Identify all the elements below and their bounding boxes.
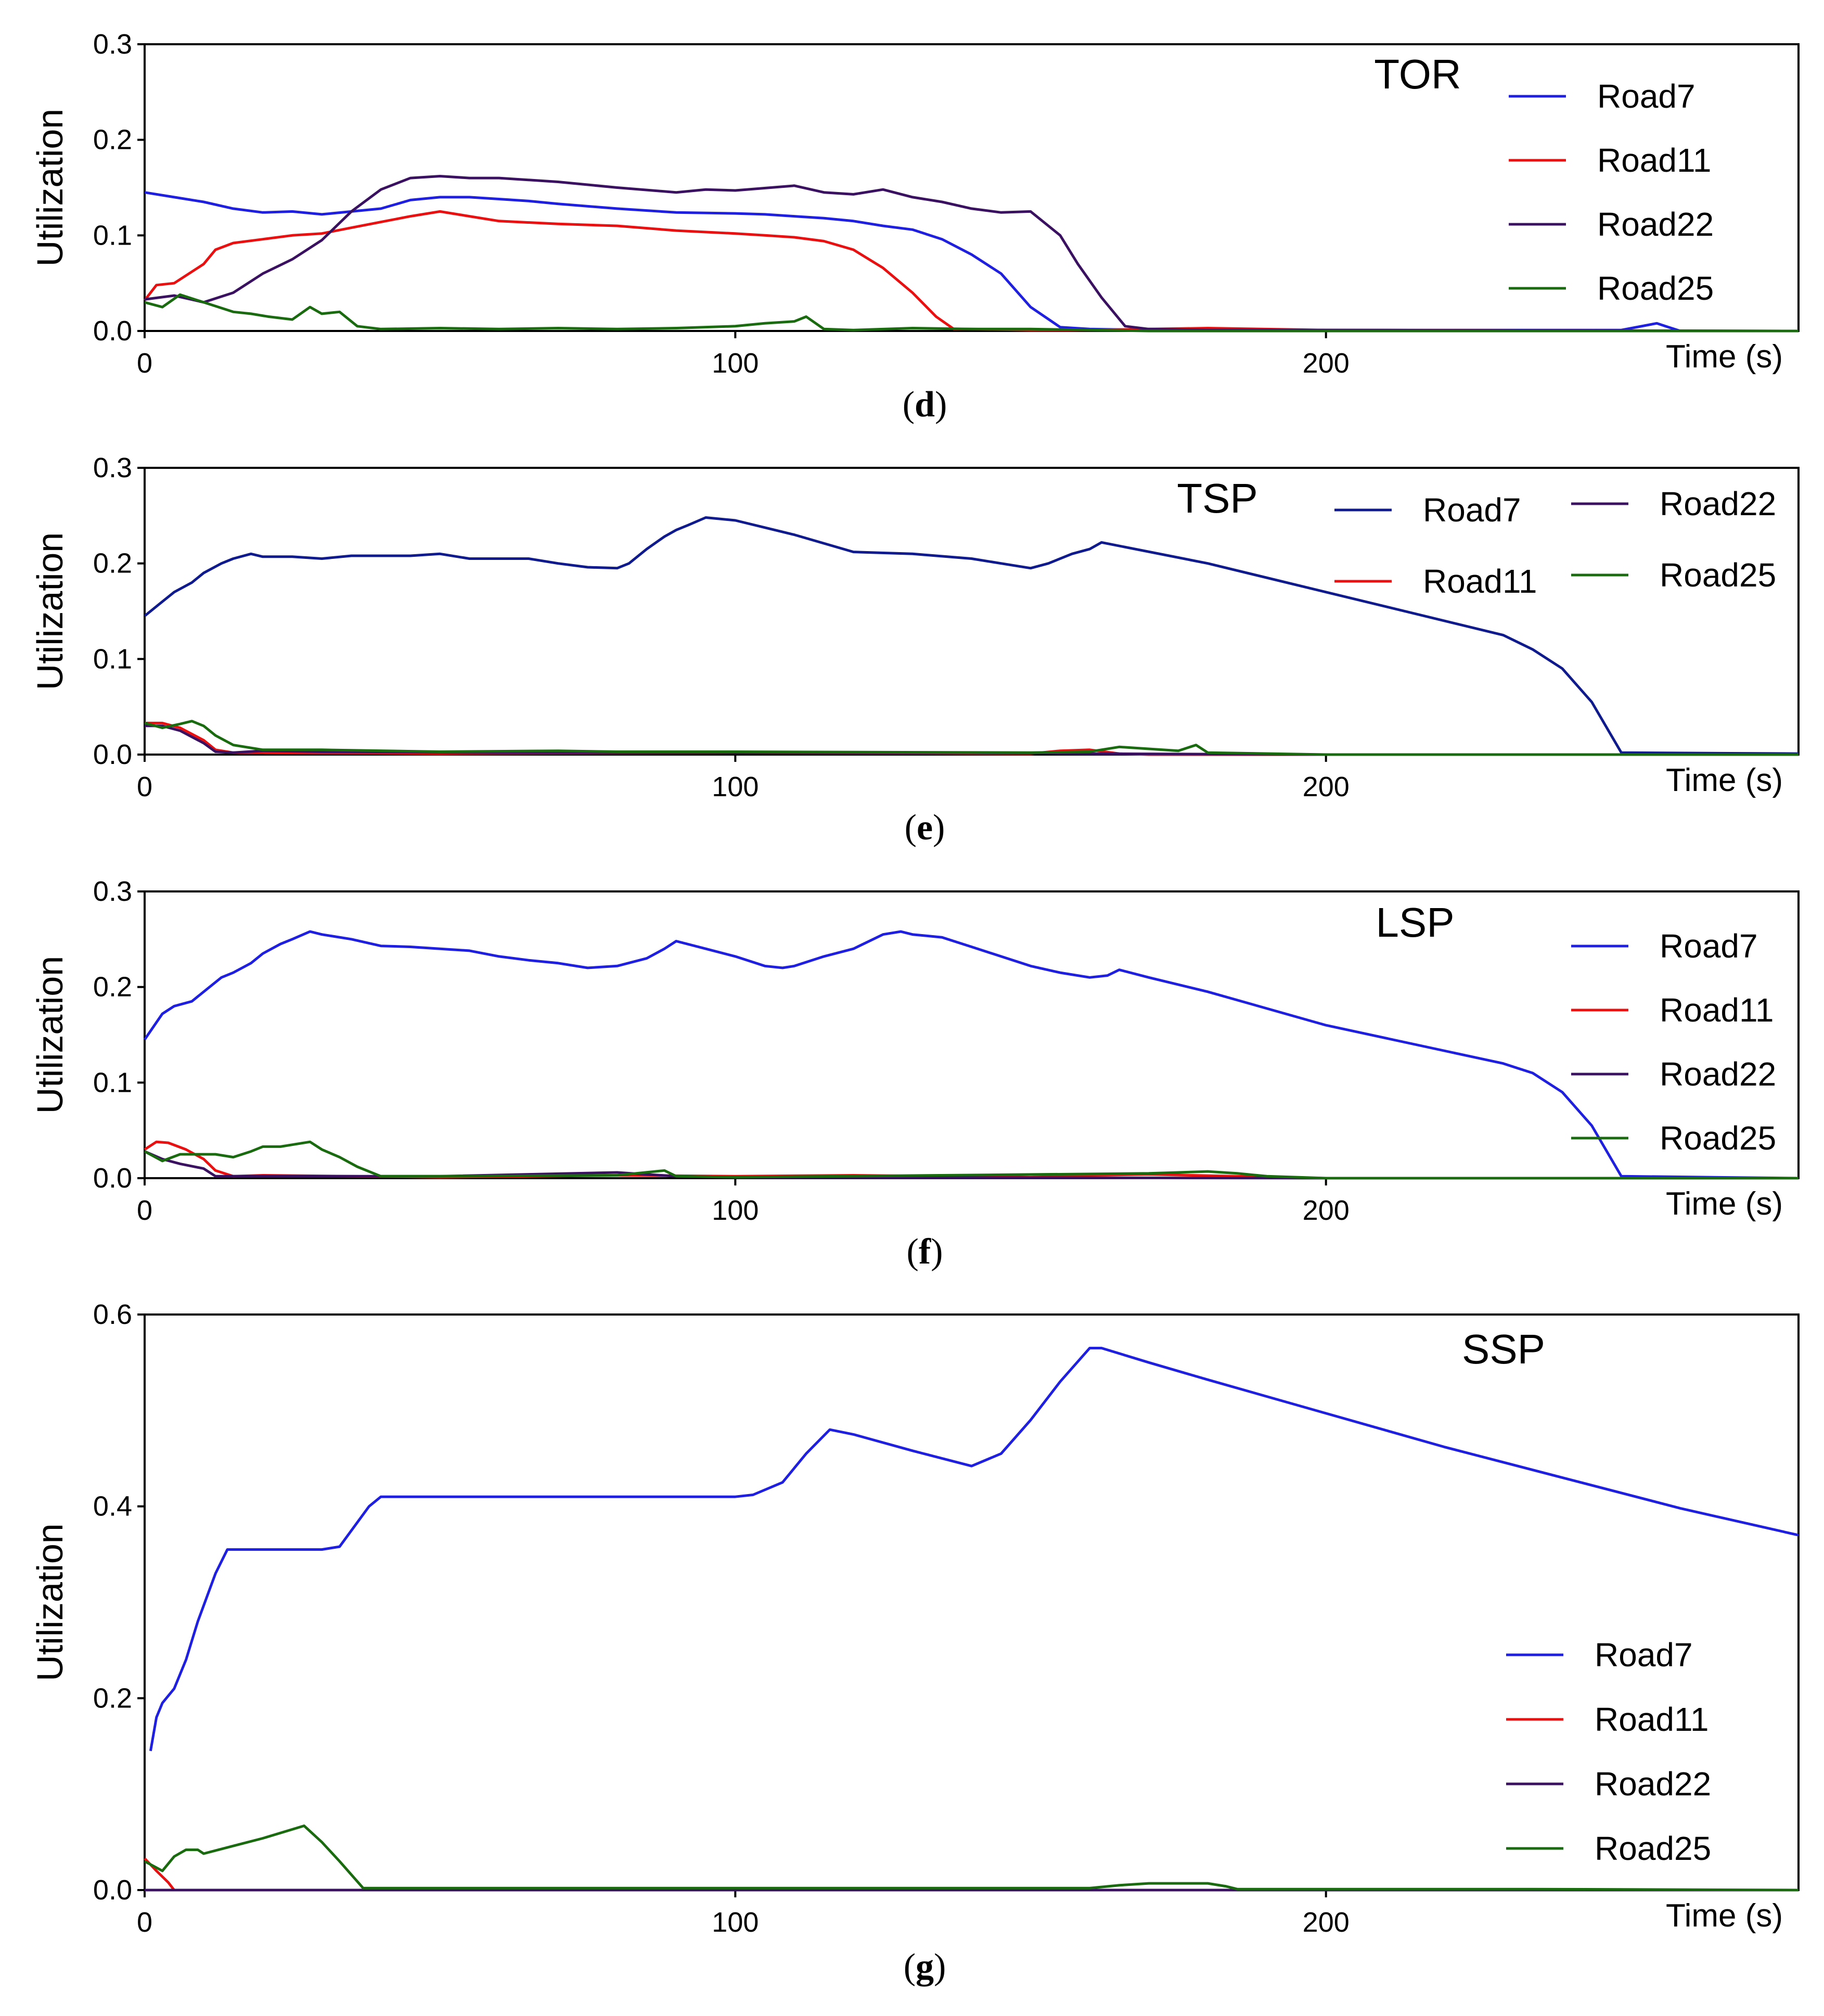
x-axis-label: Time (s) (1666, 339, 1783, 375)
y-tick-label: 0.3 (93, 29, 132, 60)
plot-frame (144, 43, 1800, 332)
legend-label-road11: Road11 (1597, 142, 1711, 179)
caption-letter: e (917, 808, 933, 848)
legend-label-road7: Road7 (1597, 78, 1695, 115)
panel-caption: (e) (905, 808, 945, 848)
legend-label-road7: Road7 (1423, 491, 1521, 529)
panel-caption: (f) (907, 1232, 943, 1272)
y-tick-label: 0.1 (93, 220, 132, 251)
x-tick-label: 100 (712, 1195, 759, 1226)
series-line-road22 (144, 175, 1799, 333)
panel-caption: (g) (904, 1947, 946, 1987)
chart-panel-e: 0.0 0.1 0.2 0.3 0 100 200 Utilization Time (s) TS… (30, 452, 1800, 848)
x-tick-label: 100 (712, 1907, 759, 1938)
y-tick-label: 0.3 (93, 876, 132, 907)
legend-label-road22: Road22 (1595, 1765, 1711, 1803)
y-tick-label: 0.0 (93, 739, 132, 770)
x-axis-label: Time (s) (1666, 762, 1783, 798)
x-axis-label: Time (s) (1666, 1186, 1783, 1222)
x-tick-label: 0 (137, 1195, 152, 1226)
chart-panel-f: 0.0 0.1 0.2 0.3 0 100 200 Utilization Time (s) LS… (30, 876, 1800, 1272)
caption-open: ( (905, 808, 917, 848)
y-tick-label: 0.0 (93, 1874, 132, 1906)
y-tick-label: 0.2 (93, 1682, 132, 1714)
chart-panel-g: 0.0 0.2 0.4 0.6 0 100 200 Utilization Time (s) SS… (30, 1299, 1800, 1987)
legend-label-road11: Road11 (1595, 1701, 1709, 1738)
caption-open: ( (904, 1947, 916, 1987)
legend-label-road22: Road22 (1597, 206, 1714, 243)
plot-frame (144, 890, 1800, 1179)
x-tick-label: 0 (137, 348, 152, 379)
x-tick-label: 100 (712, 771, 759, 802)
y-axis-label: Utilization (30, 956, 70, 1114)
caption-letter: f (919, 1232, 931, 1272)
legend-label-road7: Road7 (1595, 1636, 1693, 1674)
legend-label-road22: Road22 (1660, 485, 1776, 522)
caption-close: ) (933, 808, 945, 848)
caption-close: ) (931, 1232, 943, 1272)
x-axis-label: Time (s) (1666, 1898, 1783, 1934)
series-line-road25 (144, 1140, 1799, 1180)
legend-label-road11: Road11 (1423, 563, 1537, 600)
caption-close: ) (934, 1947, 946, 1987)
x-tick-label: 0 (137, 771, 152, 802)
series-line-road7 (144, 191, 1799, 333)
y-tick-label: 0.3 (93, 452, 132, 483)
plot-frame (144, 467, 1800, 756)
legend-label-road11: Road11 (1660, 991, 1774, 1029)
y-tick-label: 0.1 (93, 1067, 132, 1098)
series-line-road7 (149, 1347, 1799, 1752)
y-axis-label: Utilization (30, 532, 70, 690)
chart-panel-d: 0.0 0.1 0.2 0.3 0 100 200 Utilization Time (s) TO… (30, 29, 1800, 425)
legend-label-road22: Road22 (1660, 1055, 1776, 1093)
plot-frame (144, 1313, 1800, 1891)
series-line-road7 (144, 516, 1799, 755)
x-tick-label: 100 (712, 348, 759, 379)
x-tick-label: 200 (1303, 771, 1350, 802)
chart-title: TSP (1177, 475, 1258, 521)
legend-label-road7: Road7 (1660, 927, 1758, 965)
caption-open: ( (903, 385, 915, 425)
series-line-road11 (144, 210, 1799, 333)
y-tick-label: 0.4 (93, 1491, 132, 1522)
y-tick-label: 0.0 (93, 1163, 132, 1194)
chart-title: SSP (1462, 1326, 1545, 1372)
caption-close: ) (935, 385, 947, 425)
series-line-road11 (144, 1140, 1799, 1180)
caption-open: ( (907, 1232, 919, 1272)
chart-title: TOR (1374, 51, 1461, 97)
series-line-road25 (144, 1824, 1799, 1892)
y-tick-label: 0.2 (93, 972, 132, 1003)
y-tick-label: 0.2 (93, 124, 132, 156)
caption-letter: d (915, 385, 935, 425)
legend-label-road25: Road25 (1660, 556, 1776, 594)
series-line-road7 (143, 930, 1799, 1180)
y-tick-label: 0.6 (93, 1299, 132, 1330)
x-tick-label: 200 (1303, 1195, 1350, 1226)
y-tick-label: 0.0 (93, 315, 132, 347)
y-tick-label: 0.1 (93, 643, 132, 674)
panel-caption: (d) (903, 385, 947, 425)
chart-title: LSP (1376, 899, 1454, 946)
series-line-road25 (144, 293, 1799, 333)
y-tick-label: 0.2 (93, 548, 132, 579)
legend-label-road25: Road25 (1660, 1119, 1776, 1157)
caption-letter: g (916, 1947, 934, 1987)
x-tick-label: 200 (1303, 348, 1350, 379)
series-line-road11 (144, 1857, 1799, 1892)
y-axis-label: Utilization (30, 1523, 70, 1681)
x-tick-label: 200 (1303, 1907, 1350, 1938)
x-tick-label: 0 (137, 1907, 152, 1938)
series-line-road25 (144, 720, 1799, 756)
legend-label-road25: Road25 (1595, 1830, 1711, 1867)
legend-label-road25: Road25 (1597, 270, 1714, 307)
y-axis-label: Utilization (30, 109, 70, 266)
